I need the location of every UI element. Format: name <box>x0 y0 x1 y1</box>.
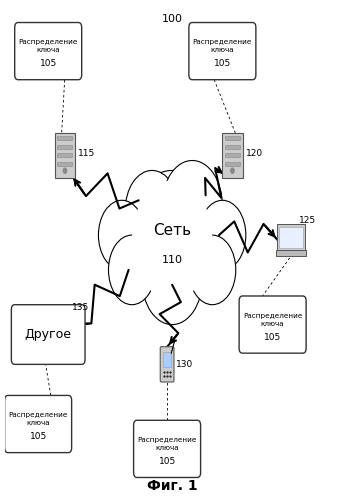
FancyBboxPatch shape <box>239 296 306 353</box>
FancyBboxPatch shape <box>15 22 82 80</box>
Text: 130: 130 <box>176 360 193 369</box>
Text: Распределение: Распределение <box>243 312 302 318</box>
Text: Фиг. 1: Фиг. 1 <box>147 478 197 492</box>
FancyBboxPatch shape <box>160 346 174 382</box>
Text: Сеть: Сеть <box>153 222 191 238</box>
Bar <box>57 154 73 158</box>
Text: 135: 135 <box>72 302 89 312</box>
FancyBboxPatch shape <box>11 304 85 364</box>
Bar <box>225 154 240 158</box>
Circle shape <box>162 160 222 250</box>
Text: Распределение: Распределение <box>18 39 78 45</box>
Text: 105: 105 <box>264 332 281 342</box>
Bar <box>57 145 73 149</box>
Text: 105: 105 <box>214 59 231 68</box>
Bar <box>57 162 73 166</box>
Text: ключа: ключа <box>261 320 284 326</box>
Text: 120: 120 <box>246 148 263 158</box>
Circle shape <box>189 235 236 304</box>
Text: 125: 125 <box>299 216 316 224</box>
Circle shape <box>125 170 219 310</box>
Text: 115: 115 <box>78 148 95 158</box>
Circle shape <box>199 200 246 270</box>
Text: Распределение: Распределение <box>9 412 68 418</box>
Text: ключа: ключа <box>155 445 179 451</box>
Circle shape <box>125 170 179 250</box>
Circle shape <box>108 235 155 304</box>
Bar <box>225 136 240 140</box>
Circle shape <box>132 180 212 300</box>
Text: 105: 105 <box>40 59 57 68</box>
Text: Распределение: Распределение <box>193 39 252 45</box>
Circle shape <box>99 200 145 270</box>
FancyBboxPatch shape <box>189 22 256 80</box>
Text: ключа: ключа <box>26 420 50 426</box>
Bar <box>57 136 73 140</box>
Text: 100: 100 <box>162 14 183 24</box>
FancyBboxPatch shape <box>279 227 303 248</box>
Text: 110: 110 <box>162 255 183 265</box>
Text: Распределение: Распределение <box>137 437 197 443</box>
FancyBboxPatch shape <box>5 396 72 452</box>
Bar <box>276 250 306 256</box>
Text: 105: 105 <box>30 432 47 441</box>
FancyBboxPatch shape <box>55 133 75 178</box>
Text: Другое: Другое <box>25 328 72 341</box>
Text: ключа: ключа <box>36 47 60 53</box>
Bar <box>225 162 240 166</box>
Circle shape <box>176 205 236 294</box>
FancyBboxPatch shape <box>222 133 243 178</box>
Bar <box>225 145 240 149</box>
FancyBboxPatch shape <box>277 224 305 251</box>
Text: 105: 105 <box>159 457 176 466</box>
FancyBboxPatch shape <box>134 420 201 478</box>
Circle shape <box>231 168 234 173</box>
Text: ключа: ключа <box>210 47 234 53</box>
Circle shape <box>142 235 202 324</box>
Circle shape <box>63 168 66 173</box>
Circle shape <box>108 205 169 294</box>
Bar <box>163 352 171 367</box>
